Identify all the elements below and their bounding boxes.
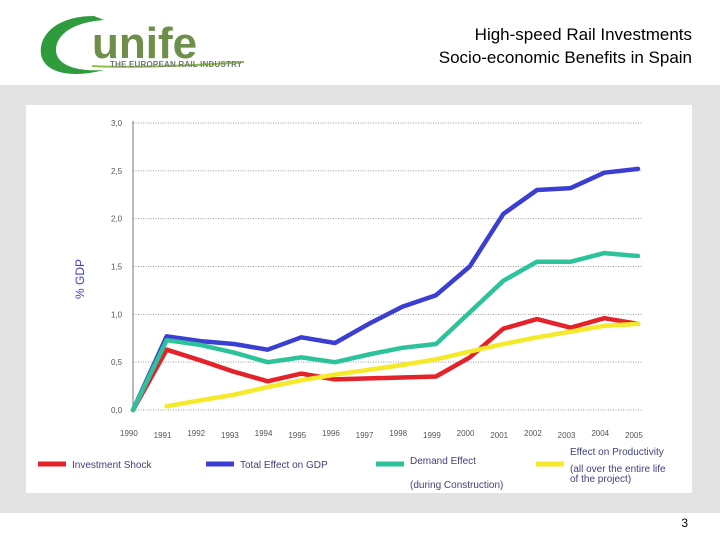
chart-background bbox=[26, 105, 692, 493]
x-tick-label: 1995 bbox=[288, 431, 306, 440]
y-tick-label: 2,5 bbox=[111, 167, 123, 176]
x-tick-label: 1997 bbox=[356, 431, 374, 440]
unife-logo: unife THE EUROPEAN RAIL INDUSTRY bbox=[34, 8, 264, 78]
x-tick-label: 2005 bbox=[625, 431, 643, 440]
series-line-0 bbox=[130, 315, 641, 413]
title-line-1: High-speed Rail Investments bbox=[474, 25, 692, 44]
x-tick-label: 1996 bbox=[322, 429, 340, 438]
x-tick-label: 2002 bbox=[524, 429, 542, 438]
y-tick-label: 0,5 bbox=[111, 358, 123, 367]
x-tick-label: 1998 bbox=[389, 429, 407, 438]
logo-text: unife bbox=[92, 19, 198, 68]
logo-swoosh-icon bbox=[40, 16, 245, 74]
page-title: High-speed Rail Investments Socio-econom… bbox=[439, 23, 692, 69]
title-line-2: Socio-economic Benefits in Spain bbox=[438, 48, 692, 67]
legend-label-2: (during Construction) bbox=[410, 480, 503, 491]
x-tick-label: 2004 bbox=[591, 429, 609, 438]
x-tick-label: 1994 bbox=[255, 429, 273, 438]
y-tick-label: 1,5 bbox=[111, 263, 123, 272]
logo-subtitle: THE EUROPEAN RAIL INDUSTRY bbox=[110, 60, 243, 69]
y-tick-label: 0,0 bbox=[111, 406, 123, 415]
legend-label-3: of the project) bbox=[570, 474, 631, 485]
x-tick-label: 1993 bbox=[221, 431, 239, 440]
gdp-line-chart: 0,0 0,5 1,0 1,5 2,0 2,5 3,0 1990 1991 1992 1993 199… bbox=[26, 105, 692, 493]
x-tick-label: 1999 bbox=[423, 431, 441, 440]
legend-label-2: Demand Effect bbox=[410, 456, 476, 467]
legend-label-1: Total Effect on GDP bbox=[240, 460, 328, 471]
page-number: 3 bbox=[681, 516, 688, 530]
y-tick-label: 2,0 bbox=[111, 215, 123, 224]
x-tick-label: 2003 bbox=[558, 431, 576, 440]
legend-label-3: Effect on Productivity bbox=[570, 447, 664, 458]
series-line-3 bbox=[164, 321, 641, 409]
y-tick-label: 1,0 bbox=[111, 310, 123, 319]
y-tick-label: 3,0 bbox=[111, 119, 123, 128]
x-tick-label: 1992 bbox=[187, 429, 205, 438]
x-tick-label: 1991 bbox=[154, 431, 172, 440]
x-tick-label: 1990 bbox=[120, 429, 138, 438]
legend-label-3: (all over the entire life bbox=[570, 464, 666, 475]
series-line-1 bbox=[130, 166, 641, 413]
y-axis-label: % GDP bbox=[73, 259, 87, 299]
x-tick-label: 2000 bbox=[457, 429, 475, 438]
legend-label-0: Investment Shock bbox=[72, 460, 152, 471]
chart-panel: 0,0 0,5 1,0 1,5 2,0 2,5 3,0 1990 1991 1992 1993 199… bbox=[0, 85, 720, 513]
series-line-2 bbox=[130, 250, 641, 413]
x-tick-label: 2001 bbox=[490, 431, 508, 440]
